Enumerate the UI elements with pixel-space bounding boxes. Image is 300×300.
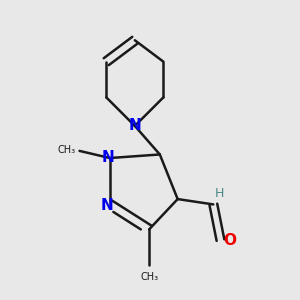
Text: CH₃: CH₃: [58, 145, 76, 155]
Text: N: N: [102, 150, 114, 165]
Text: H: H: [215, 187, 224, 200]
Text: O: O: [223, 232, 236, 247]
Text: CH₃: CH₃: [140, 272, 158, 282]
Text: N: N: [128, 118, 141, 133]
Text: N: N: [101, 198, 113, 213]
